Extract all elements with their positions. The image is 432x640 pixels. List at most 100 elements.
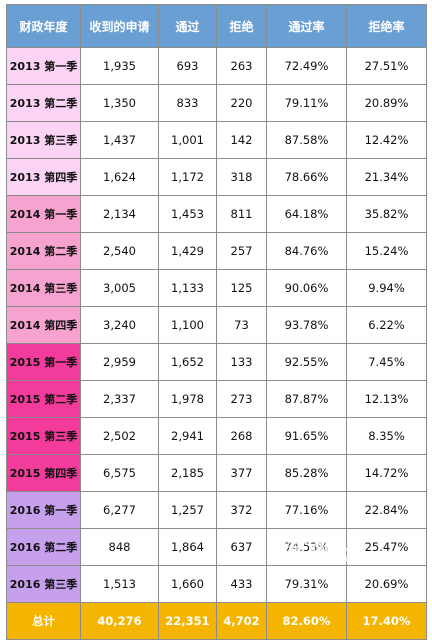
quarter-cell: 2016 第二季 bbox=[6, 528, 81, 566]
quarter-cell: 2014 第三季 bbox=[6, 269, 81, 307]
approved-cell: 1,429 bbox=[158, 232, 217, 270]
approved-cell: 1,133 bbox=[158, 269, 217, 307]
approval-rate-cell: 72.49% bbox=[266, 47, 347, 85]
rejection-rate-cell: 20.69% bbox=[346, 565, 427, 603]
quarter-cell: 2016 第一季 bbox=[6, 491, 81, 529]
rejected-cell: 142 bbox=[216, 121, 267, 159]
table-row: 2016 第三季 1,513 1,660 433 79.31% 20.69% bbox=[6, 565, 427, 603]
approved-cell: 1,257 bbox=[158, 491, 217, 529]
approved-cell: 1,660 bbox=[158, 565, 217, 603]
header-approved: 通过 bbox=[158, 4, 217, 48]
approval-rate-cell: 93.78% bbox=[266, 306, 347, 344]
approval-rate-cell: 78.66% bbox=[266, 158, 347, 196]
approval-rate-cell: 74.53% bbox=[266, 528, 347, 566]
rejected-cell: 257 bbox=[216, 232, 267, 270]
approval-rate-cell: 77.16% bbox=[266, 491, 347, 529]
quarter-cell: 2016 第三季 bbox=[6, 565, 81, 603]
total-received: 40,276 bbox=[80, 602, 159, 640]
rejected-cell: 318 bbox=[216, 158, 267, 196]
approval-rate-cell: 84.76% bbox=[266, 232, 347, 270]
table-row: 2015 第四季 6,575 2,185 377 85.28% 14.72% bbox=[6, 454, 427, 492]
header-rejection-rate: 拒绝率 bbox=[346, 4, 427, 48]
quarter-cell: 2015 第三季 bbox=[6, 417, 81, 455]
total-label: 总计 bbox=[6, 602, 81, 640]
rejection-rate-cell: 8.35% bbox=[346, 417, 427, 455]
table-row: 2013 第三季 1,437 1,001 142 87.58% 12.42% bbox=[6, 121, 427, 159]
header-fiscal-year: 财政年度 bbox=[6, 4, 81, 48]
rejection-rate-cell: 12.13% bbox=[346, 380, 427, 418]
rejection-rate-cell: 25.47% bbox=[346, 528, 427, 566]
approved-cell: 1,864 bbox=[158, 528, 217, 566]
quarter-cell: 2013 第二季 bbox=[6, 84, 81, 122]
received-cell: 1,350 bbox=[80, 84, 159, 122]
approval-rate-cell: 79.31% bbox=[266, 565, 347, 603]
table-row: 2015 第一季 2,959 1,652 133 92.55% 7.45% bbox=[6, 343, 427, 381]
approved-cell: 1,001 bbox=[158, 121, 217, 159]
approval-rate-cell: 87.58% bbox=[266, 121, 347, 159]
rejected-cell: 133 bbox=[216, 343, 267, 381]
received-cell: 6,277 bbox=[80, 491, 159, 529]
received-cell: 6,575 bbox=[80, 454, 159, 492]
quarter-cell: 2013 第四季 bbox=[6, 158, 81, 196]
rejection-rate-cell: 20.89% bbox=[346, 84, 427, 122]
approved-cell: 2,941 bbox=[158, 417, 217, 455]
approved-cell: 1,453 bbox=[158, 195, 217, 233]
table-row: 2014 第一季 2,134 1,453 811 64.18% 35.82% bbox=[6, 195, 427, 233]
rejection-rate-cell: 22.84% bbox=[346, 491, 427, 529]
quarter-cell: 2014 第一季 bbox=[6, 195, 81, 233]
quarter-cell: 2014 第二季 bbox=[6, 232, 81, 270]
received-cell: 1,437 bbox=[80, 121, 159, 159]
quarter-cell: 2014 第四季 bbox=[6, 306, 81, 344]
table-row: 2014 第四季 3,240 1,100 73 93.78% 6.22% bbox=[6, 306, 427, 344]
rejected-cell: 433 bbox=[216, 565, 267, 603]
received-cell: 1,935 bbox=[80, 47, 159, 85]
received-cell: 2,134 bbox=[80, 195, 159, 233]
total-approval-rate: 82.60% bbox=[266, 602, 347, 640]
rejection-rate-cell: 27.51% bbox=[346, 47, 427, 85]
approved-cell: 2,185 bbox=[158, 454, 217, 492]
approved-cell: 833 bbox=[158, 84, 217, 122]
rejection-rate-cell: 7.45% bbox=[346, 343, 427, 381]
approval-rate-cell: 90.06% bbox=[266, 269, 347, 307]
rejected-cell: 268 bbox=[216, 417, 267, 455]
received-cell: 3,005 bbox=[80, 269, 159, 307]
rejection-rate-cell: 12.42% bbox=[346, 121, 427, 159]
quarter-cell: 2015 第四季 bbox=[6, 454, 81, 492]
rejected-cell: 220 bbox=[216, 84, 267, 122]
received-cell: 2,540 bbox=[80, 232, 159, 270]
approval-rate-cell: 91.65% bbox=[266, 417, 347, 455]
rejection-rate-cell: 9.94% bbox=[346, 269, 427, 307]
header-approval-rate: 通过率 bbox=[266, 4, 347, 48]
received-cell: 2,337 bbox=[80, 380, 159, 418]
table-body: 2013 第一季 1,935 693 263 72.49% 27.51% 201… bbox=[6, 47, 427, 640]
approved-cell: 1,100 bbox=[158, 306, 217, 344]
received-cell: 1,513 bbox=[80, 565, 159, 603]
table-row: 2013 第二季 1,350 833 220 79.11% 20.89% bbox=[6, 84, 427, 122]
rejected-cell: 377 bbox=[216, 454, 267, 492]
table-row: 2015 第二季 2,337 1,978 273 87.87% 12.13% bbox=[6, 380, 427, 418]
rejected-cell: 263 bbox=[216, 47, 267, 85]
rejected-cell: 811 bbox=[216, 195, 267, 233]
rejection-rate-cell: 15.24% bbox=[346, 232, 427, 270]
received-cell: 848 bbox=[80, 528, 159, 566]
received-cell: 2,959 bbox=[80, 343, 159, 381]
total-rejection-rate: 17.40% bbox=[346, 602, 427, 640]
received-cell: 1,624 bbox=[80, 158, 159, 196]
approval-rate-cell: 85.28% bbox=[266, 454, 347, 492]
table-row: 2014 第三季 3,005 1,133 125 90.06% 9.94% bbox=[6, 269, 427, 307]
rejection-rate-cell: 35.82% bbox=[346, 195, 427, 233]
table-row: 2016 第一季 6,277 1,257 372 77.16% 22.84% bbox=[6, 491, 427, 529]
quarter-cell: 2015 第二季 bbox=[6, 380, 81, 418]
table-row: 2015 第三季 2,502 2,941 268 91.65% 8.35% bbox=[6, 417, 427, 455]
approval-rate-cell: 64.18% bbox=[266, 195, 347, 233]
rejection-rate-cell: 6.22% bbox=[346, 306, 427, 344]
table-row: 2013 第一季 1,935 693 263 72.49% 27.51% bbox=[6, 47, 427, 85]
quarter-cell: 2015 第一季 bbox=[6, 343, 81, 381]
rejected-cell: 372 bbox=[216, 491, 267, 529]
received-cell: 3,240 bbox=[80, 306, 159, 344]
total-row: 总计 40,276 22,351 4,702 82.60% 17.40% bbox=[6, 602, 427, 640]
table-row: 2016 第二季 848 1,864 637 74.53% 25.47% bbox=[6, 528, 427, 566]
approval-rate-cell: 79.11% bbox=[266, 84, 347, 122]
rejected-cell: 73 bbox=[216, 306, 267, 344]
approved-cell: 1,652 bbox=[158, 343, 217, 381]
